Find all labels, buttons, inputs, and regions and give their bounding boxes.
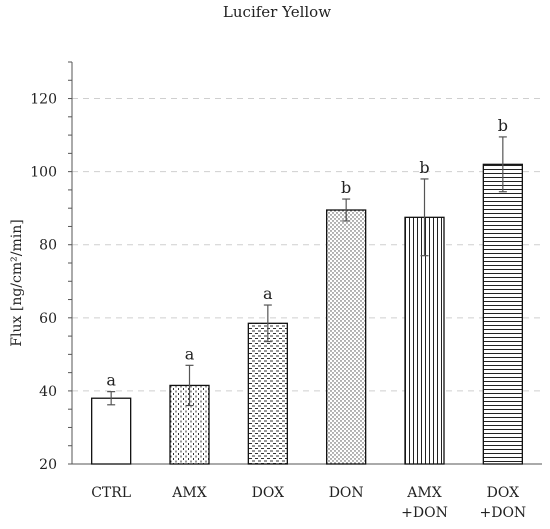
y-tick-label: 20 [39,457,57,473]
y-tick-label: 100 [30,165,57,181]
significance-label: a [185,344,195,363]
significance-label: b [341,178,351,197]
bar [482,163,523,465]
bar [91,397,132,465]
bars: a a a b b b [91,116,523,465]
grid-lines [72,98,542,392]
x-tick-label: AMX [171,485,206,501]
x-tick-label: CTRL [91,485,131,501]
significance-label: a [106,371,116,390]
x-tick-label: AMX [406,485,441,501]
bar [326,209,367,465]
y-tick-label: 80 [39,238,57,254]
x-tick-label: DOX [252,485,284,501]
x-axis-tick-labels: CTRL AMX DOX DON AMX +DON DOX +DON [91,485,526,521]
y-tick-label: 40 [39,384,57,400]
x-tick-label: +DON [479,505,526,521]
bar [404,216,445,465]
y-tick-label: 120 [30,92,57,108]
significance-label: b [498,116,508,135]
significance-label: b [419,158,429,177]
bar [247,322,288,465]
y-tick-label: 60 [39,311,57,327]
significance-label: a [263,284,273,303]
x-tick-label: DOX [487,485,519,501]
y-axis: 20 40 60 80 100 120 [30,61,542,473]
y-axis-label: Flux [ng/cm²/min] [9,219,25,346]
x-tick-label: DON [329,485,364,501]
x-tick-label: +DON [401,505,448,521]
chart-title: Lucifer Yellow [223,3,331,21]
